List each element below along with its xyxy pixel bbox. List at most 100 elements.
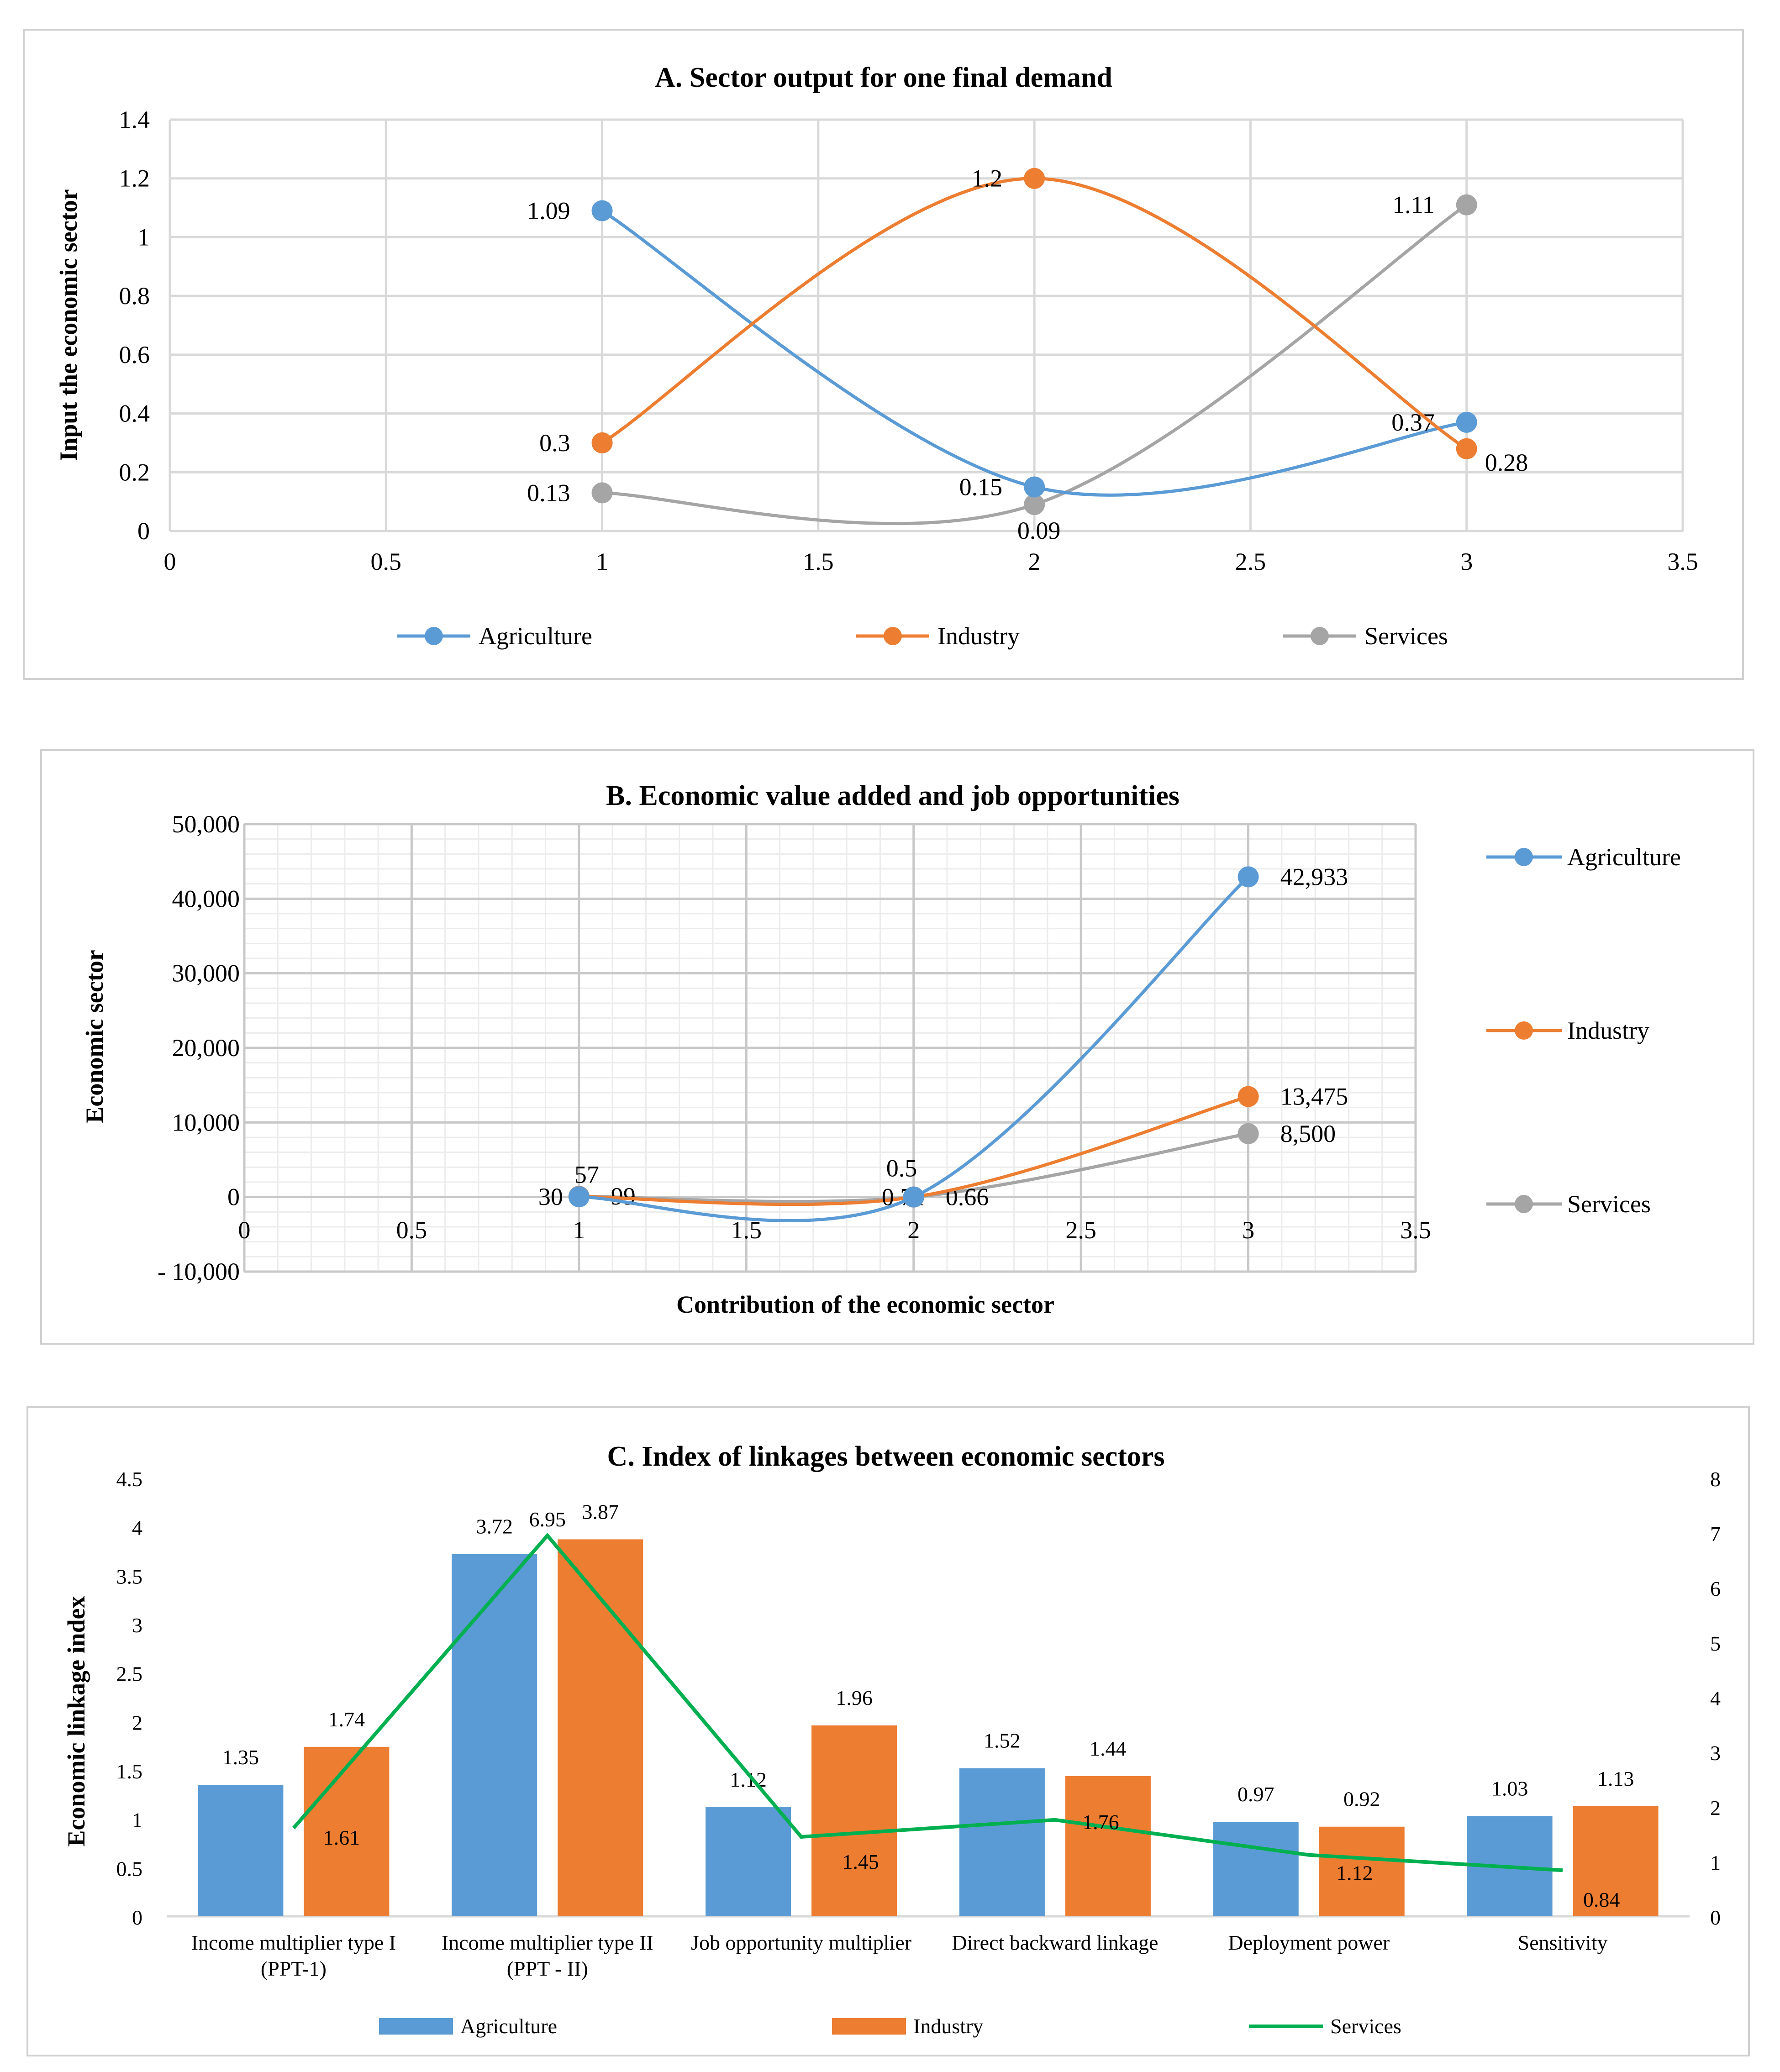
bar-industry (1573, 1806, 1659, 1916)
legend-marker (1515, 1195, 1533, 1213)
y-tick-label: 0.4 (119, 400, 150, 427)
data-label: 0.28 (1485, 449, 1528, 476)
data-point-agriculture (1024, 476, 1045, 498)
chart-a: 0 0.5 1 1.5 2 2.5 3 3.5 0 0.2 0.4 0.6 0.8 1 1.2 1.4 A. S… (23, 29, 1744, 680)
series-line-services (292, 1532, 1563, 1872)
bar-agriculture (959, 1768, 1045, 1916)
y2-tick-label: 2 (1710, 1796, 1721, 1820)
bar-industry (811, 1725, 897, 1916)
bar-industry (1065, 1776, 1151, 1916)
bar-data-label: 3.72 (476, 1515, 513, 1538)
category-label: (PPT-1) (261, 1957, 327, 1980)
x-tick-label: 3.5 (1400, 1216, 1431, 1244)
legend-label: Services (1567, 1190, 1651, 1218)
data-label: 42,933 (1280, 863, 1348, 890)
y-tick-label: 4.5 (116, 1467, 143, 1491)
bar-agriculture (1213, 1822, 1299, 1916)
data-point-agriculture (903, 1186, 924, 1208)
bar-data-label: 0.92 (1343, 1788, 1380, 1811)
x-tick-label: 3.5 (1667, 548, 1698, 575)
y2-tick-label: 8 (1710, 1467, 1721, 1491)
category-label: Direct backward linkage (952, 1931, 1158, 1954)
bar-industry (558, 1539, 643, 1916)
y2-tick-label: 1 (1710, 1851, 1721, 1874)
y-axis-label: Input the economic sector (55, 189, 82, 461)
bar-industry (1319, 1826, 1405, 1916)
x-tick-label: 1 (596, 548, 608, 575)
data-label: 13,475 (1280, 1083, 1348, 1110)
x-tick-label: 0.5 (396, 1216, 427, 1244)
data-point-industry (1238, 1086, 1259, 1107)
data-label: 57 (574, 1161, 599, 1189)
line-data-label: 1.12 (1336, 1862, 1373, 1885)
chart-title: B. Economic value added and job opportun… (606, 780, 1180, 811)
data-label: 30 (538, 1183, 563, 1210)
bar-agriculture (706, 1807, 791, 1916)
legend-label: Services (1364, 622, 1448, 650)
bar-data-label: 1.74 (328, 1708, 365, 1731)
y-tick-label: 1.2 (119, 165, 150, 192)
bar-data-label: 0.97 (1238, 1783, 1274, 1806)
y-tick-label: 0.2 (119, 458, 150, 486)
legend-swatch (832, 2018, 906, 2035)
y2-tick-label: 0 (1710, 1906, 1721, 1929)
line-data-label: 0.84 (1583, 1888, 1620, 1911)
bar-data-label: 3.87 (582, 1500, 619, 1523)
y-tick-label: 1.5 (116, 1760, 143, 1783)
legend-marker (1311, 627, 1329, 645)
x-tick-label: 0 (164, 548, 176, 575)
data-point-agriculture (1456, 411, 1477, 433)
bar-industry (304, 1746, 390, 1916)
x-tick-label: 2 (907, 1216, 920, 1244)
category-label: Income multiplier type I (191, 1931, 396, 1954)
y-tick-label: 2 (132, 1711, 142, 1734)
y-tick-label: 50,000 (172, 810, 240, 838)
data-point-industry (591, 432, 613, 453)
category-label: Job opportunity multiplier (691, 1931, 911, 1954)
legend-label: Industry (937, 622, 1020, 650)
legend-swatch (379, 2018, 453, 2035)
y2-tick-label: 3 (1710, 1741, 1721, 1765)
y-tick-label: 3 (132, 1614, 142, 1637)
line-data-label: 6.95 (529, 1508, 566, 1531)
data-point-industry (1024, 168, 1045, 189)
y-tick-label: 20,000 (172, 1034, 240, 1062)
x-tick-label: 2.5 (1065, 1216, 1096, 1244)
legend-marker (425, 627, 443, 645)
data-label: 0.3 (539, 429, 570, 457)
data-label: 0.13 (527, 479, 570, 506)
y-tick-label: 0.8 (119, 282, 150, 310)
category-label: (PPT - II) (507, 1957, 588, 1980)
data-label: 0.09 (1017, 517, 1061, 544)
bar-agriculture (452, 1554, 537, 1916)
y-tick-label: 2.5 (116, 1662, 143, 1686)
y-tick-label: 0 (132, 1906, 142, 1929)
bar-data-label: 1.03 (1491, 1777, 1528, 1800)
y2-tick-label: 7 (1710, 1522, 1721, 1546)
legend-label: Agriculture (460, 2014, 557, 2038)
data-point-services (591, 482, 613, 504)
legend-label: Agriculture (479, 622, 592, 650)
bar-data-label: 1.52 (984, 1729, 1021, 1752)
line-data-label: 1.76 (1082, 1810, 1119, 1834)
y-tick-label: 10,000 (172, 1109, 240, 1136)
x-tick-label: 0.5 (371, 548, 402, 575)
chart-title: A. Sector output for one final demand (655, 62, 1112, 93)
line-data-label: 1.45 (842, 1850, 879, 1873)
legend-marker (1515, 1021, 1533, 1040)
category-label: Income multiplier type II (442, 1931, 653, 1954)
x-tick-label: 1.5 (803, 548, 834, 575)
y-tick-label: - 10,000 (158, 1258, 240, 1285)
data-label: 8,500 (1280, 1120, 1336, 1147)
bar-data-label: 1.35 (222, 1746, 259, 1769)
y-tick-label: 40,000 (172, 885, 240, 912)
y-tick-label: 1.4 (119, 106, 150, 133)
data-label: 0.5 (886, 1155, 917, 1182)
y-axis-label: Economic linkage index (63, 1596, 90, 1846)
y-tick-label: 0.5 (116, 1857, 143, 1880)
x-tick-label: 2 (1028, 548, 1041, 575)
data-point-services (1024, 494, 1045, 515)
y-tick-label: 30,000 (172, 960, 240, 987)
x-tick-label: 2.5 (1235, 548, 1266, 575)
